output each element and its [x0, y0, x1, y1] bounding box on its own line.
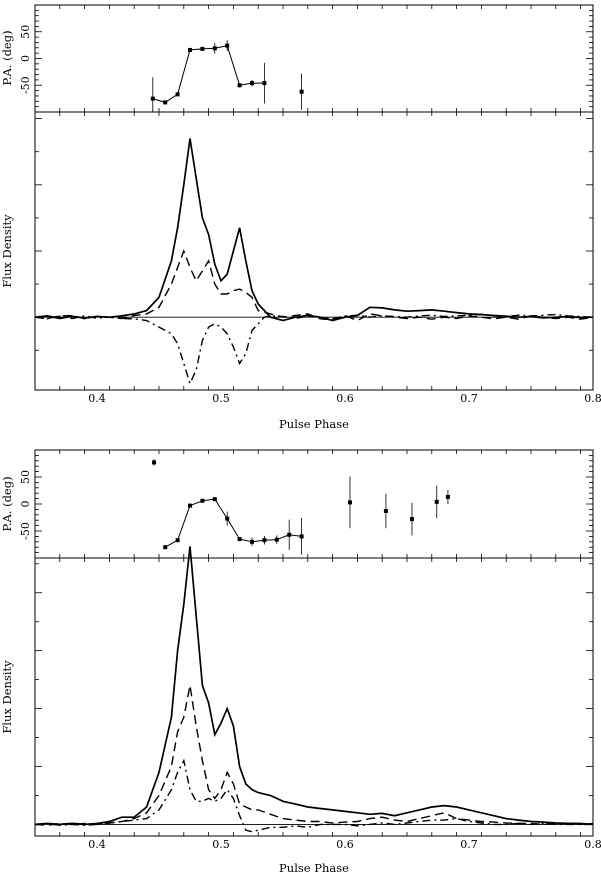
panel-2-pa-point	[274, 537, 279, 542]
panel-2-flux-data	[34, 546, 594, 833]
panel-2-pa-point	[212, 497, 217, 502]
panel-2-pa-ylabel: P.A. (deg)	[0, 476, 14, 531]
panel-1-x-tick-labels: 0.4 0.5 0.6 0.7 0.8	[88, 392, 601, 405]
panel-2-pa-point	[237, 537, 242, 542]
panel-2-pa-point	[262, 538, 267, 543]
panel-2-pa-ytick-label: 0	[19, 501, 32, 508]
panel-1-pa-point	[163, 100, 168, 105]
panel-2-pa-point	[383, 509, 388, 514]
panel-2-pa-point	[250, 539, 254, 544]
panel-1-pa-ytick-label: 50	[19, 25, 32, 39]
panel-1-pa-line	[152, 45, 265, 103]
panel-1-pa-point	[262, 81, 267, 86]
panel-2-xtick-label: 0.4	[88, 838, 106, 851]
panel-1-pa-point	[175, 92, 180, 97]
panel-1-pa-ticks: 50 0 -50	[19, 4, 593, 113]
panel-2-flux-plot: Flux Density	[0, 546, 594, 837]
panel-1-xlabel: Pulse Phase	[279, 417, 349, 431]
panel-1-xtick-label: 0.5	[212, 392, 230, 405]
panel-2-pa-point	[287, 532, 292, 537]
panel-1-xtick-label: 0.8	[584, 392, 601, 405]
panel-1-pa-ylabel: P.A. (deg)	[0, 30, 14, 85]
panel-2-xtick-label: 0.7	[460, 838, 478, 851]
panel-2-xtick-label: 0.8	[584, 838, 601, 851]
panel-1-pa-plot: 50 0 -50 P.A. (deg)	[0, 4, 594, 113]
panel-2-pa-data	[152, 459, 450, 555]
panel-2-pa-frame	[34, 449, 594, 559]
panel-1-flux-frame	[34, 111, 594, 391]
panel-2-pa-point	[225, 516, 230, 521]
panel-2: 50 0 -50 P.A. (deg) Flux Density 0.4 0.5 0.6…	[0, 449, 601, 875]
panel-1-flux-plot: Flux Density	[0, 111, 594, 391]
panel-2-xlabel: Pulse Phase	[279, 861, 349, 875]
panel-1-pa-frame	[34, 4, 594, 113]
panel-1-xtick-label: 0.4	[88, 392, 106, 405]
panel-2-flux-solid-line	[34, 546, 594, 826]
panel-2-xtick-label: 0.6	[336, 838, 354, 851]
panel-1-pa-ytick-label: -50	[19, 76, 32, 94]
panel-1-flux-dashed-line	[34, 249, 594, 322]
panel-1-flux-dashdot-line	[34, 313, 594, 386]
panel-2-pa-point	[163, 545, 168, 550]
panel-2-pa-ticks: 50 0 -50	[19, 449, 593, 559]
panel-2-pa-point	[152, 460, 157, 465]
panel-1-pa-point	[250, 81, 254, 86]
panel-2-pa-point	[175, 538, 180, 543]
panel-2-pa-point	[409, 517, 414, 522]
panel-2-flux-dashed-line	[34, 685, 594, 827]
panel-1: 50 0 -50 P.A. (deg) Flux Density 0.4 0.5 0.6…	[0, 4, 601, 431]
panel-1-pa-point	[150, 96, 155, 101]
panel-1-xtick-label: 0.7	[460, 392, 478, 405]
panel-2-pa-point	[434, 499, 439, 504]
panel-1-flux-data	[34, 138, 594, 386]
panel-2-pa-point	[347, 500, 352, 505]
panel-2-xtick-label: 0.5	[212, 838, 230, 851]
panel-2-pa-ytick-label: 50	[19, 470, 32, 484]
panel-2-flux-ticks	[34, 558, 593, 836]
panel-2-x-tick-labels: 0.4 0.5 0.6 0.7 0.8	[88, 838, 601, 851]
panel-1-pa-point	[225, 43, 230, 48]
panel-1-xtick-label: 0.6	[336, 392, 354, 405]
panel-2-pa-point	[200, 498, 205, 503]
panel-1-pa-data	[150, 40, 304, 112]
panel-1-pa-point	[188, 47, 192, 52]
panel-2-pa-plot: 50 0 -50 P.A. (deg)	[0, 449, 594, 559]
panel-2-pa-point	[445, 494, 450, 499]
panel-1-pa-point	[200, 46, 205, 51]
panel-2-flux-frame	[34, 557, 594, 837]
panel-2-flux-dashdot-line	[34, 758, 593, 833]
panel-2-pa-point	[299, 534, 304, 539]
panel-1-flux-ticks	[34, 112, 593, 390]
panel-1-pa-point	[237, 83, 242, 88]
panel-2-pa-line	[164, 498, 302, 548]
panel-1-flux-solid-line	[34, 138, 594, 322]
panel-2-flux-ylabel: Flux Density	[0, 660, 14, 734]
panel-2-pa-point	[188, 503, 192, 508]
panel-2-pa-ytick-label: -50	[19, 522, 32, 540]
panel-1-pa-point	[299, 89, 304, 94]
panel-1-pa-point	[212, 46, 217, 51]
panel-1-pa-ytick-label: 0	[19, 55, 32, 62]
panel-1-flux-ylabel: Flux Density	[0, 214, 14, 288]
